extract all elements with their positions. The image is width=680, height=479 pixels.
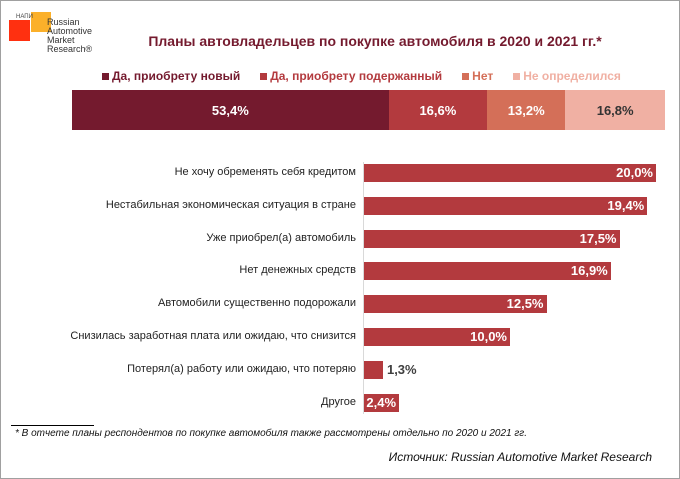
value-label: 12,5% <box>506 296 544 312</box>
bar <box>364 393 400 412</box>
bar <box>364 229 620 248</box>
legend-label: Да, приобрету подержанный <box>270 69 443 83</box>
legend-swatch <box>513 72 521 80</box>
chart-title: Планы автовладельцев по покупке автомоби… <box>148 33 602 49</box>
logo-yellow-square <box>31 12 51 32</box>
segment-label: 16,6% <box>419 102 457 118</box>
segment-label: 53,4% <box>211 102 249 118</box>
legend-item: Да, приобрету подержанный <box>260 69 442 83</box>
legend-label: Да, приобрету новый <box>112 69 241 83</box>
category-label: Потерял(а) работу или ожидаю, что потеря… <box>127 362 356 375</box>
bar-row: Нет денежных средств 16,9% <box>0 262 680 281</box>
value-label: 19,4% <box>607 197 645 213</box>
legend-label: Не определился <box>523 69 621 83</box>
bar-row: Автомобили существенно подорожали 12,5% <box>0 295 680 314</box>
segment-label: 16,8% <box>596 102 634 118</box>
segment-label: 13,2% <box>507 102 545 118</box>
footnote: * В отчете планы респондентов по покупке… <box>15 428 527 439</box>
stack-segment: 13,2% <box>487 90 566 130</box>
value-label: 2,4% <box>366 394 397 410</box>
category-label: Не хочу обременять себя кредитом <box>174 166 356 178</box>
bar-row: Потерял(а) работу или ожидаю, что потеря… <box>0 360 680 379</box>
value-label: 10,0% <box>470 329 507 344</box>
category-label: Другое <box>321 395 356 408</box>
bar <box>364 262 611 281</box>
footnote-divider <box>11 425 94 426</box>
bar <box>364 196 648 215</box>
bar-row: Уже приобрел(а) автомобиль 17,5% <box>0 229 680 248</box>
source: Источник: Russian Automotive Market Rese… <box>388 450 652 464</box>
legend-item: Нет <box>462 69 493 83</box>
bar-row: Снизилась заработная плата или ожидаю, ч… <box>0 328 680 346</box>
category-axis <box>363 162 364 414</box>
category-label: Нет денежных средств <box>239 264 356 277</box>
legend-swatch <box>260 72 268 80</box>
value-label: 17,5% <box>579 230 617 246</box>
value-label: 20,0% <box>616 165 653 180</box>
legend: Да, приобрету новый Да, приобрету подержа… <box>102 69 621 83</box>
value-label: 1,3% <box>386 361 417 377</box>
legend-swatch <box>102 72 109 80</box>
bar <box>364 328 510 346</box>
category-label: Уже приобрел(а) автомобиль <box>206 231 356 244</box>
stack-segment: 16,8% <box>565 90 665 130</box>
legend-label: Нет <box>472 69 494 83</box>
category-label: Автомобили существенно подорожали <box>158 297 356 310</box>
value-label: 16,9% <box>570 263 608 279</box>
logo-text: Russian Automotive Market Research® <box>47 17 93 54</box>
stack-segment: 16,6% <box>388 90 488 130</box>
legend-item: Да, приобрету новый <box>102 69 240 83</box>
bar-row: Нестабильная экономическая ситуация в ст… <box>0 196 680 215</box>
category-label: Нестабильная экономическая ситуация в ст… <box>105 198 356 211</box>
stack-segment: 53,4% <box>72 90 389 130</box>
logo-small-text: НАПИ <box>16 14 33 20</box>
bar <box>364 164 656 182</box>
stacked-bar: 53,4% 16,6% 13,2% 16,8% <box>72 90 665 130</box>
category-label: Снизилась заработная плата или ожидаю, ч… <box>70 330 356 342</box>
bar <box>364 360 383 379</box>
bar-row: Не хочу обременять себя кредитом 20,0% <box>0 164 680 182</box>
legend-swatch <box>462 72 470 80</box>
bar-row: Другое 2,4% <box>0 393 680 412</box>
legend-item: Не определился <box>513 69 621 83</box>
bar <box>364 295 547 314</box>
logo-red-square <box>9 20 30 41</box>
